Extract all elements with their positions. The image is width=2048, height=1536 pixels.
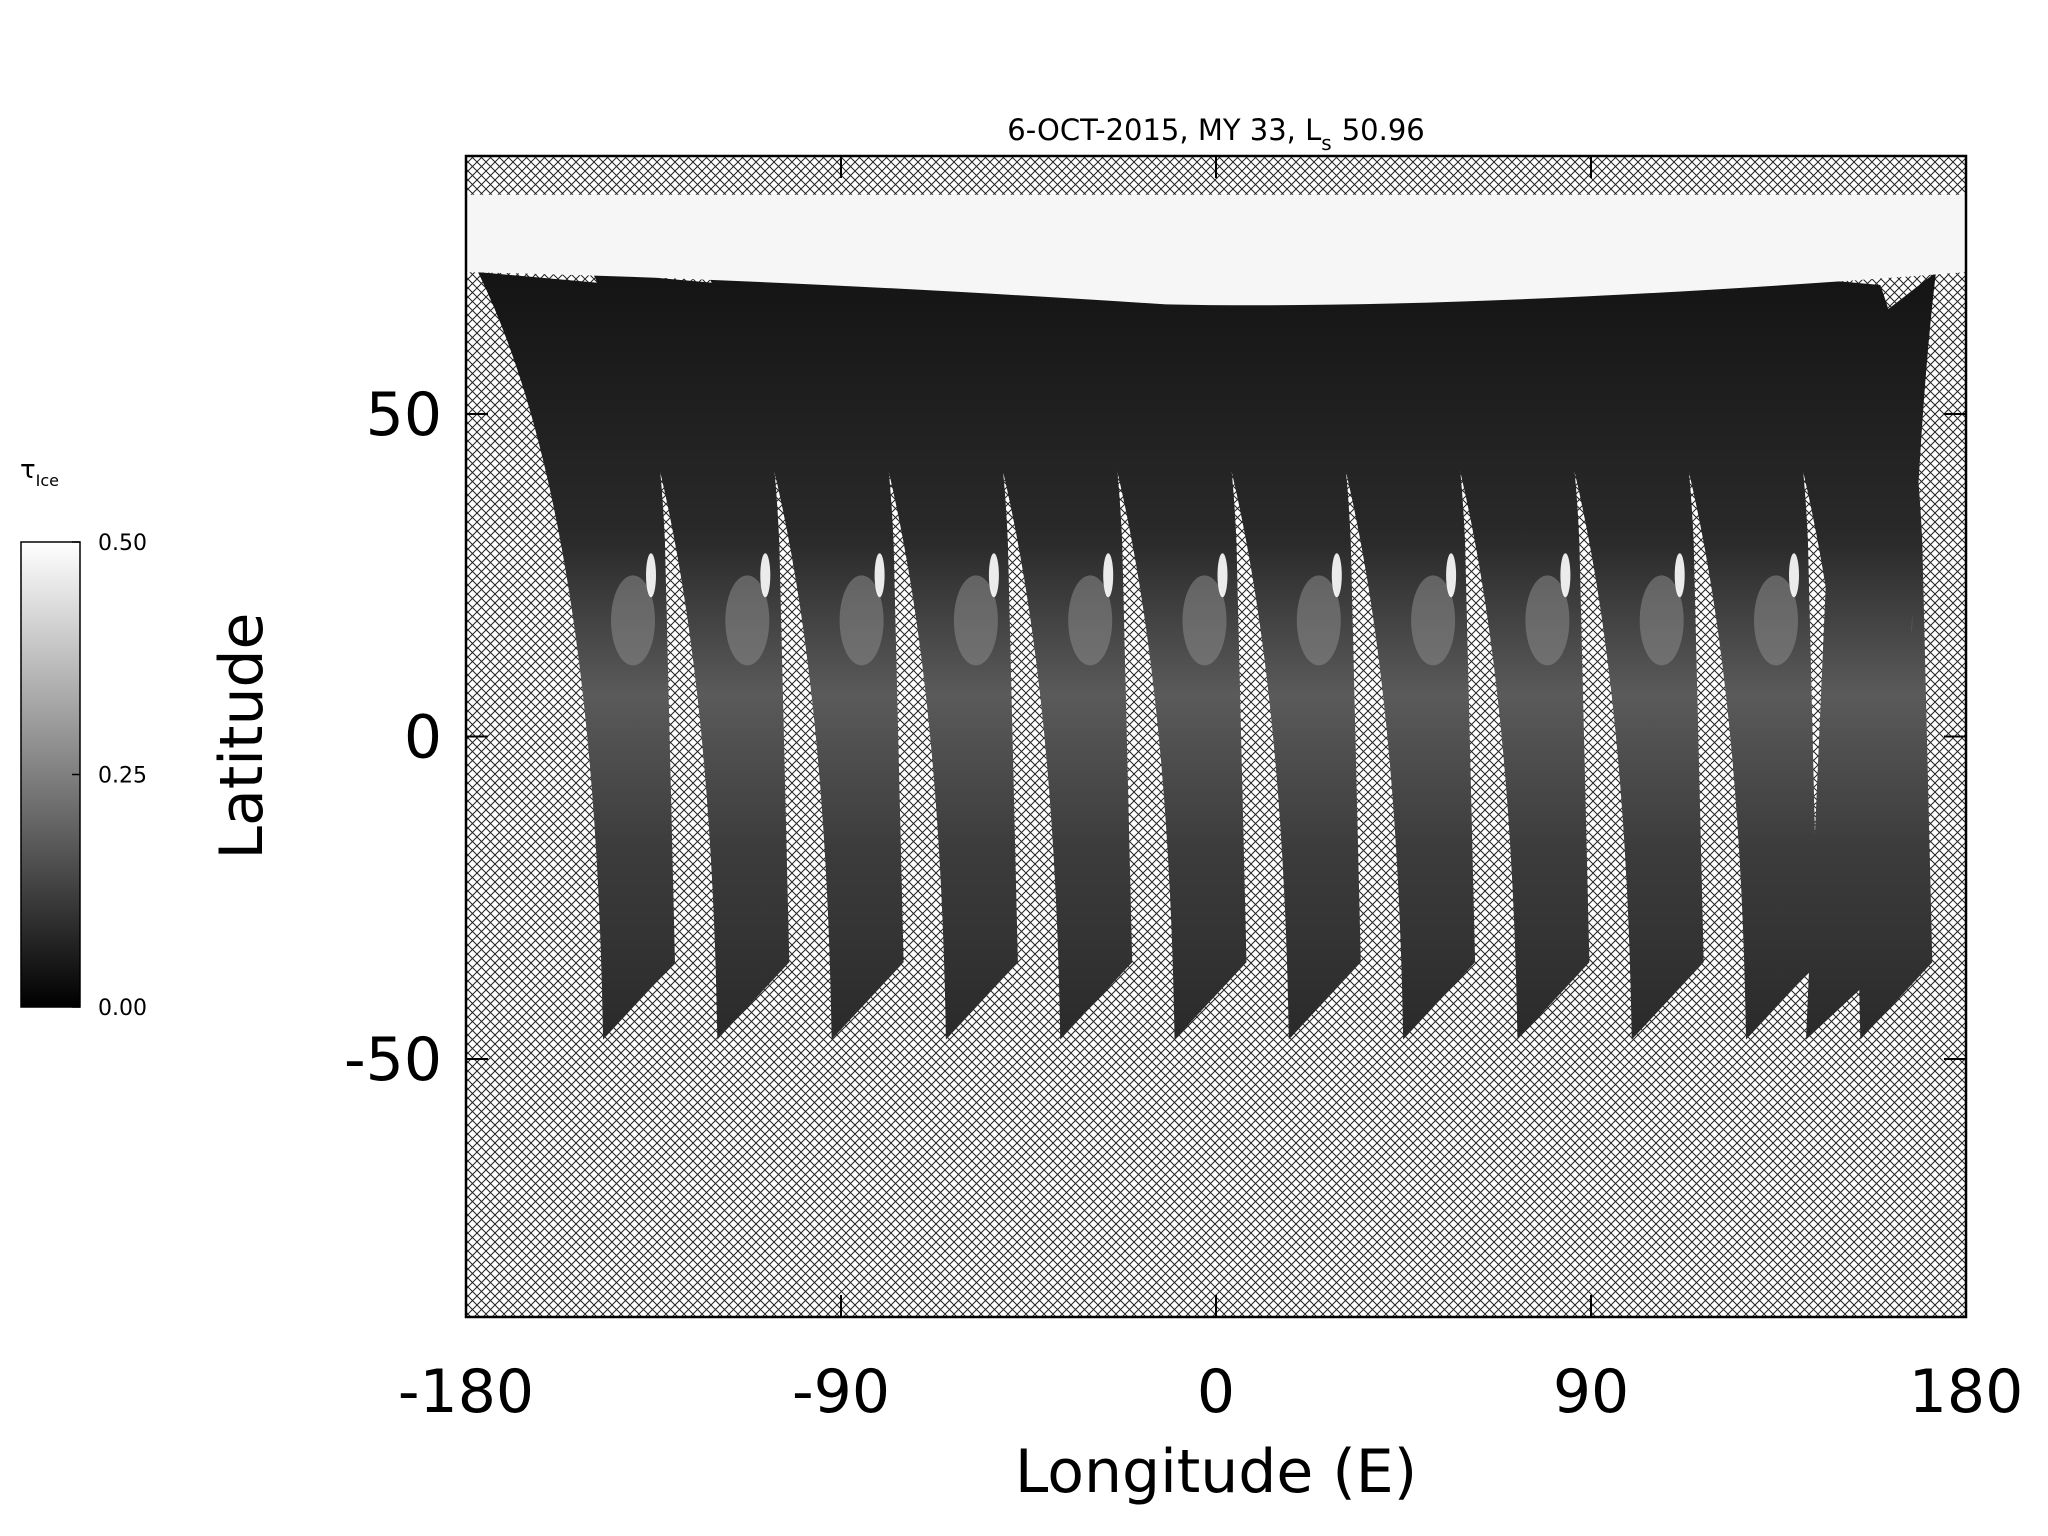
x-tick-label: 0 (1197, 1357, 1235, 1427)
cloud-patch (725, 575, 770, 666)
y-tick-label: -50 (344, 1025, 442, 1095)
cloud-patch (1639, 575, 1684, 666)
orbit-swath (820, 272, 1018, 1040)
specular-spot (988, 553, 999, 598)
y-tick-label: 50 (366, 380, 442, 450)
title-value: 50.96 (1342, 113, 1425, 147)
x-axis-label: Longitude (E) (1015, 1437, 1417, 1507)
colorbar-symbol: τ (20, 455, 36, 485)
orbit-swath (478, 272, 675, 1040)
specular-spot (1560, 553, 1571, 598)
orbit-swath (1049, 272, 1247, 1040)
y-tick-label: 0 (404, 703, 442, 773)
title-text: 6-OCT-2015, MY 33, L (1007, 113, 1321, 147)
polar-cap (466, 194, 1966, 306)
x-tick-label: 180 (1909, 1357, 2024, 1427)
cloud-patch (839, 575, 884, 666)
orbit-swath (592, 272, 790, 1040)
colorbar-label: τIce (20, 455, 59, 490)
x-tick-label: -90 (792, 1357, 890, 1427)
colorbar-subscript: Ice (36, 471, 59, 490)
orbit-swath (1163, 272, 1361, 1040)
colorbar (20, 541, 81, 1008)
orbit-swath (1278, 272, 1476, 1040)
specular-spot (1103, 553, 1114, 598)
cloud-patch (1182, 575, 1227, 666)
x-tick-label: 90 (1553, 1357, 1629, 1427)
cloud-patch (1296, 575, 1341, 666)
specular-spot (760, 553, 771, 598)
chart-title: 6-OCT-2015, MY 33, Ls 50.96 (1007, 113, 1424, 155)
orbit-swath (935, 272, 1133, 1040)
colorbar-tick-label: 0.00 (98, 996, 147, 1021)
colorbar-tick-label: 0.50 (98, 531, 147, 556)
specular-spot (1674, 553, 1685, 598)
cloud-patch (1411, 575, 1456, 666)
x-tick-label: -180 (398, 1357, 534, 1427)
cloud-patch (611, 575, 655, 666)
cloud-patch (1525, 575, 1570, 666)
cloud-patch (1754, 575, 1798, 666)
specular-spot (1789, 553, 1799, 598)
specular-spot (874, 553, 885, 598)
edge-swath (1806, 272, 1936, 1040)
cloud-patch (953, 575, 998, 666)
specular-spot (646, 553, 656, 598)
cloud-patch (1068, 575, 1113, 666)
orbit-swath (1392, 272, 1590, 1040)
specular-spot (1446, 553, 1457, 598)
orbit-swath (1621, 272, 1818, 1040)
specular-spot (1217, 553, 1228, 598)
orbit-swath (1506, 272, 1704, 1040)
y-axis-label: Latitude (207, 613, 277, 860)
orbit-swath (706, 272, 904, 1040)
specular-spot (1331, 553, 1342, 598)
map-area (466, 156, 1966, 1317)
colorbar-tick-label: 0.25 (98, 764, 147, 789)
title-subscript: s (1321, 131, 1331, 155)
